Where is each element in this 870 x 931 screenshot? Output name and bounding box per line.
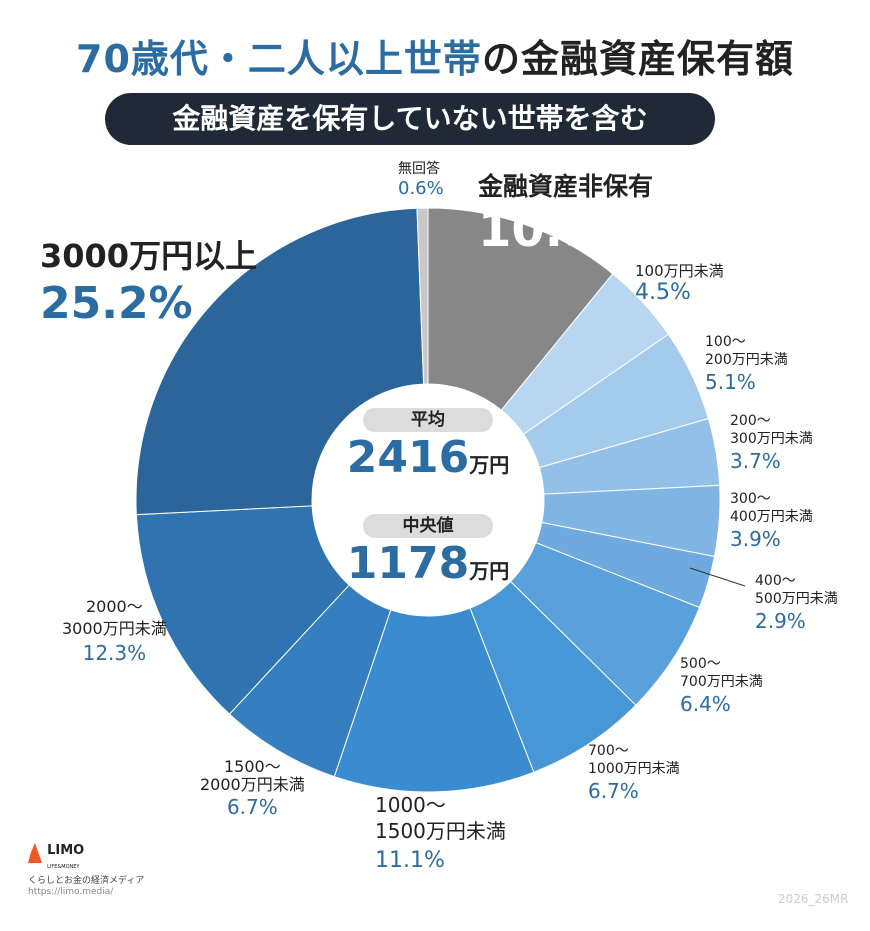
source-url[interactable]: https://limo.media/ <box>28 887 114 897</box>
label-name: 3000万円以上 <box>40 237 258 275</box>
slice-10 <box>135 505 350 715</box>
slice-11 <box>135 207 425 516</box>
label-pct: 6.7% <box>588 779 639 803</box>
label-name: 1500〜 <box>224 757 281 776</box>
tagline: くらしとお金の経済メディア <box>28 876 145 886</box>
label-name: 700〜 <box>588 743 629 759</box>
title-part1: 70歳代・二人以上世帯 <box>76 37 482 81</box>
label-name2: 500万円未満 <box>755 591 838 607</box>
label-pct: 10.9% <box>478 202 645 258</box>
median-label: 中央値 <box>363 514 493 538</box>
label-pct: 11.1% <box>375 848 445 873</box>
label-pct: 6.4% <box>680 692 731 716</box>
label-pct: 3.7% <box>730 449 781 473</box>
label-2000-3000: 2000〜 3000万円未満 12.3% <box>62 596 167 666</box>
label-name2: 400万円未満 <box>730 509 813 525</box>
label-name: 100万円未満 <box>635 262 724 280</box>
label-500-700: 500〜 700万円未満 6.4% <box>680 655 763 717</box>
label-name2: 1000万円未満 <box>588 761 680 777</box>
limo-logo: LIMO LIFE&MONEY <box>28 843 84 873</box>
label-under-100: 100万円未満 4.5% <box>635 262 724 306</box>
logo-text: LIMO <box>47 843 85 858</box>
label-pct: 6.7% <box>226 795 278 819</box>
label-pct: 5.1% <box>705 370 756 394</box>
label-name: 400〜 <box>755 573 796 589</box>
logo-sub: LIFE&MONEY <box>47 864 80 870</box>
median-value: 1178万円 <box>328 538 528 597</box>
label-over-3000: 3000万円以上 25.2% <box>40 236 257 332</box>
slice-8 <box>333 607 535 793</box>
limo-logo-mark-icon <box>28 843 42 863</box>
label-pct: 12.3% <box>82 641 147 665</box>
subtitle-pill: 金融資産を保有していない世帯を含む <box>105 93 715 145</box>
label-name: 金融資産非保有 <box>478 172 654 201</box>
label-pct: 3.9% <box>730 527 781 551</box>
label-pct: 2.9% <box>755 609 806 633</box>
leader-line <box>689 567 746 587</box>
mean-number: 2416 <box>346 432 470 483</box>
median-number: 1178 <box>346 538 470 589</box>
label-700-1000: 700〜 1000万円未満 6.7% <box>588 742 680 804</box>
label-name: 無回答 <box>398 161 440 177</box>
mean-block: 平均 2416万円 <box>328 408 528 491</box>
label-1000-1500: 1000〜 1500万円未満 11.1% <box>375 792 506 878</box>
label-1500-2000: 1500〜 2000万円未満 6.7% <box>200 758 305 820</box>
label-name2: 700万円未満 <box>680 674 763 690</box>
chart-title: 70歳代・二人以上世帯の金融資産保有額 <box>0 28 870 83</box>
label-no-answer: 無回答 0.6% <box>398 160 444 200</box>
title-part2: の金融資産保有額 <box>481 37 794 81</box>
label-pct: 25.2% <box>40 278 193 329</box>
label-no-assets: 金融資産非保有 10.9% <box>478 172 653 258</box>
mean-label: 平均 <box>363 408 493 432</box>
label-name: 500〜 <box>680 656 721 672</box>
slice-12 <box>416 207 429 385</box>
label-200-300: 200〜 300万円未満 3.7% <box>730 412 813 474</box>
label-300-400: 300〜 400万円未満 3.9% <box>730 490 813 552</box>
label-400-500: 400〜 500万円未満 2.9% <box>755 572 838 634</box>
label-name2: 300万円未満 <box>730 431 813 447</box>
label-name: 200〜 <box>730 413 771 429</box>
mean-unit: 万円 <box>469 453 510 477</box>
label-name: 300〜 <box>730 491 771 507</box>
label-name2: 1500万円未満 <box>375 819 506 843</box>
label-100-200: 100〜 200万円未満 5.1% <box>705 333 788 395</box>
mean-value: 2416万円 <box>328 432 528 491</box>
label-name: 100〜 <box>705 334 746 350</box>
label-name: 2000〜 <box>86 597 143 616</box>
label-name2: 3000万円未満 <box>62 619 167 638</box>
chart-code: 2026_26MR <box>778 892 849 906</box>
median-block: 中央値 1178万円 <box>328 514 528 597</box>
label-name2: 200万円未満 <box>705 352 788 368</box>
slice-0 <box>427 207 614 411</box>
median-unit: 万円 <box>469 559 510 583</box>
label-name: 1000〜 <box>375 793 446 817</box>
label-name2: 2000万円未満 <box>200 775 305 794</box>
label-pct: 0.6% <box>398 178 444 199</box>
label-pct: 4.5% <box>635 280 691 305</box>
